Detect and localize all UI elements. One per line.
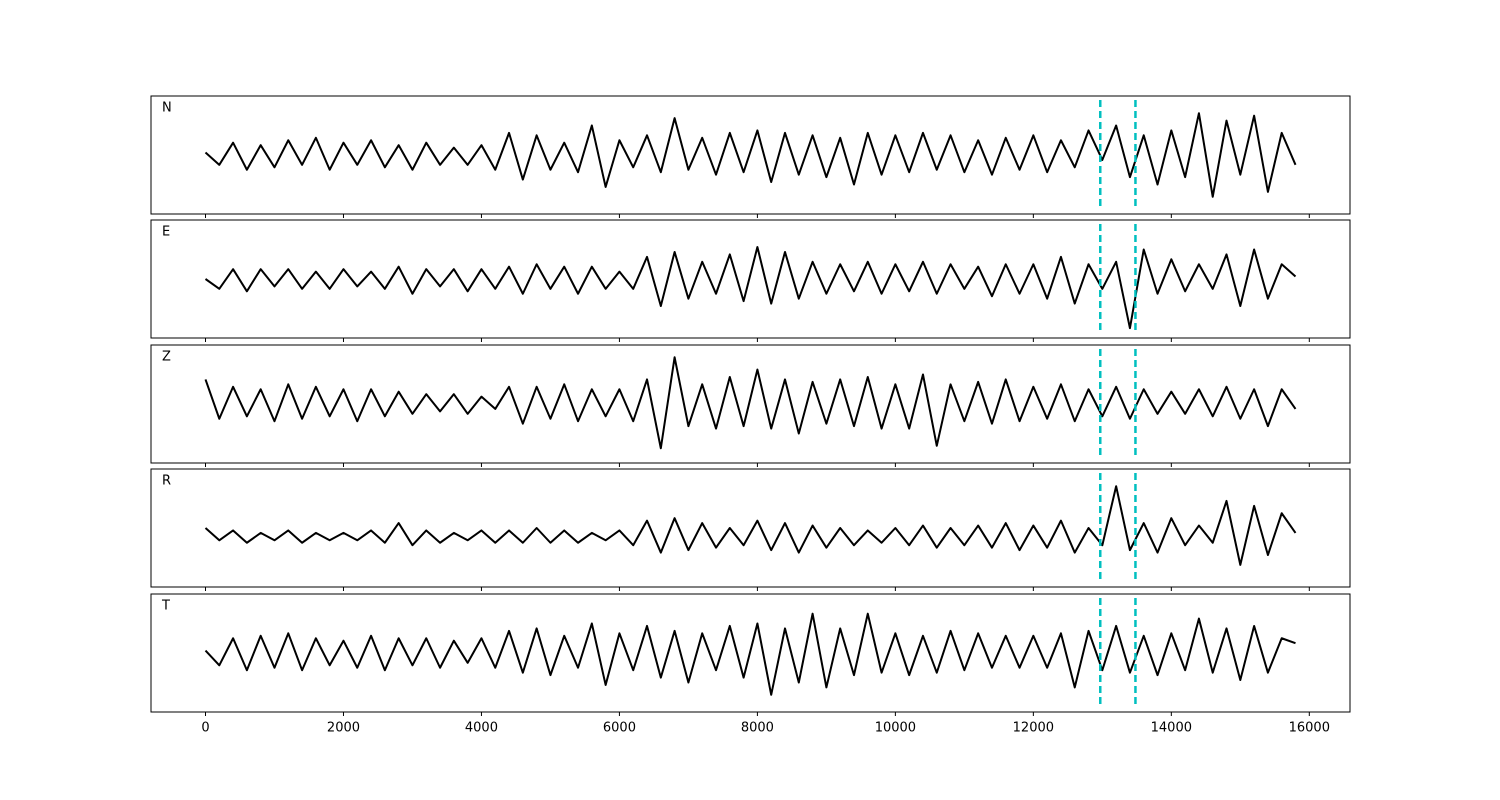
panel-frame bbox=[150, 344, 1351, 464]
trace bbox=[204, 485, 1297, 566]
x-tick-label: 14000 bbox=[1151, 721, 1192, 736]
panel-label: E bbox=[162, 225, 170, 240]
panel-label: T bbox=[161, 599, 170, 614]
x-tick-label: 8000 bbox=[741, 721, 774, 736]
panel-frame bbox=[150, 95, 1351, 215]
panel-label: Z bbox=[162, 350, 171, 365]
trace bbox=[204, 356, 1297, 450]
panel-frame bbox=[150, 219, 1351, 339]
x-tick-label: 12000 bbox=[1013, 721, 1054, 736]
x-tick-label: 4000 bbox=[465, 721, 498, 736]
panel-frame bbox=[150, 468, 1351, 588]
x-tick-label: 6000 bbox=[603, 721, 636, 736]
panel-frame bbox=[150, 593, 1351, 713]
trace bbox=[204, 612, 1296, 696]
x-tick-label: 10000 bbox=[875, 721, 916, 736]
x-tick-label: 16000 bbox=[1289, 721, 1330, 736]
x-tick-label: 0 bbox=[201, 721, 209, 736]
panel-label: R bbox=[162, 474, 171, 489]
x-tick-label: 2000 bbox=[327, 721, 360, 736]
trace bbox=[204, 112, 1297, 198]
trace bbox=[204, 246, 1297, 330]
panel-label: N bbox=[162, 101, 172, 116]
